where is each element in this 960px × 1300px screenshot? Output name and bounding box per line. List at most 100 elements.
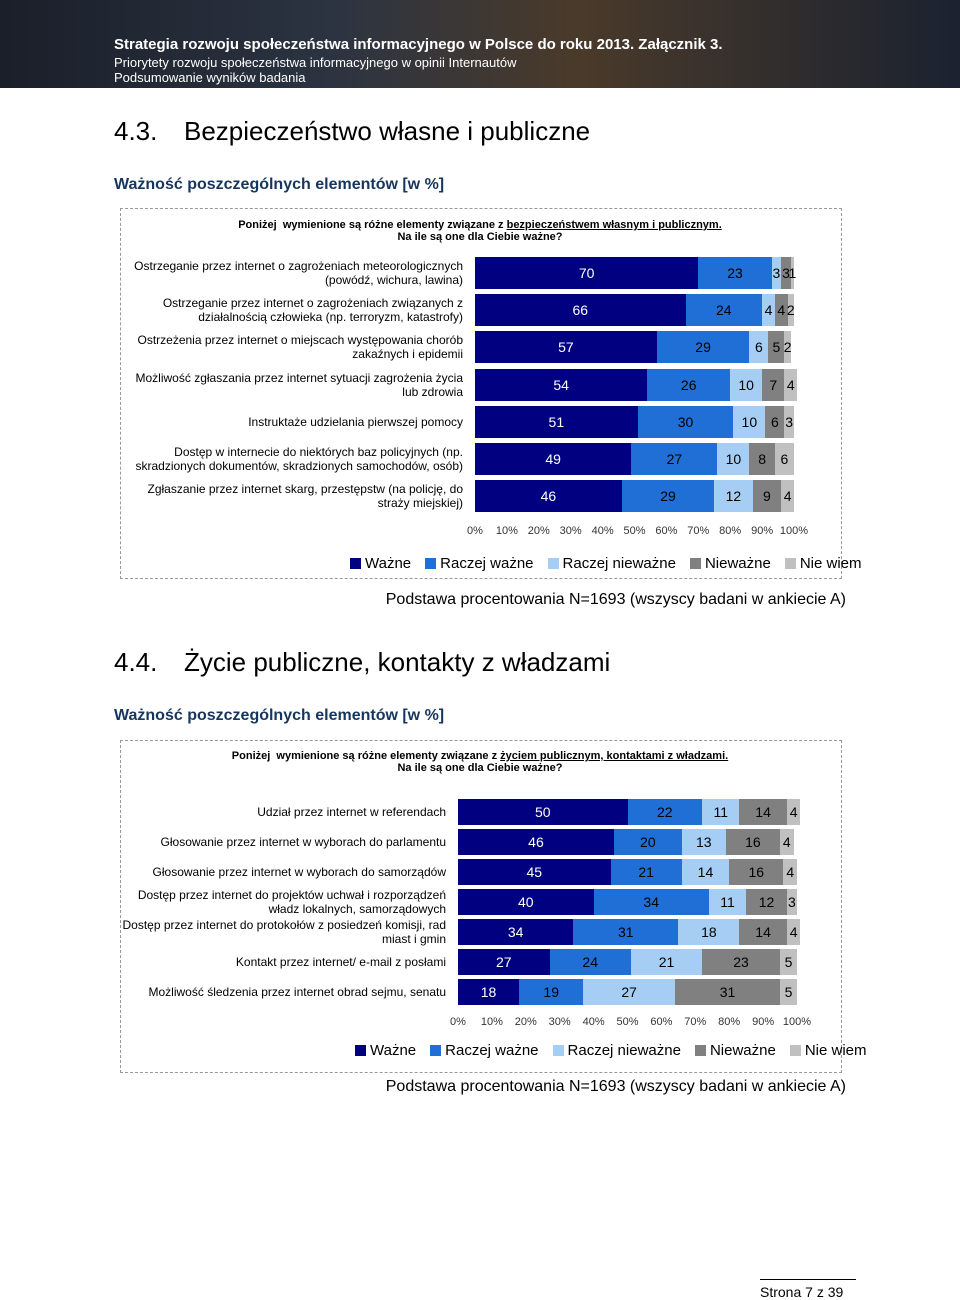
x-tick-label: 60% (655, 525, 678, 537)
value-label: 54 (553, 376, 569, 393)
category-label: Instruktaże udzielania pierwszej pomocy (248, 414, 463, 429)
bar-segment (458, 979, 520, 1005)
bar-segment (752, 480, 782, 513)
value-label: 27 (495, 954, 512, 970)
legend: Ważne Raczej ważne Raczej nieważne Nieważne… (345, 1042, 867, 1059)
bar-segment (708, 889, 747, 915)
value-label: 1 (788, 265, 797, 281)
value-label: 22 (656, 804, 673, 820)
category-label: Kontakt przez internet/ e-mail z posłami (235, 955, 446, 969)
value-label: 29 (695, 339, 711, 356)
value-label: 27 (621, 984, 637, 1000)
question: Poniżej wymienione są różne elementy zwi… (120, 750, 840, 774)
bar-segment (702, 799, 740, 825)
value-label: 3 (772, 265, 781, 281)
question-text: Na ile są one dla Ciebie ważne? (397, 231, 563, 243)
value-label: 18 (480, 984, 497, 1000)
value-label: 8 (758, 451, 766, 467)
value-label: 4 (764, 302, 773, 319)
question-lead: Poniżej wymienione są różne elementy zwi… (238, 219, 507, 231)
category-label: Ostrzeganie przez internet o zagrożeniac… (134, 259, 463, 287)
legend-label: Nie wiem (804, 1042, 867, 1059)
bar-segment (780, 979, 797, 1005)
category-label: Ostrzeżenia przez internet o miejscach w… (137, 333, 464, 362)
bar-segment (519, 979, 584, 1005)
value-label: 12 (758, 894, 775, 910)
value-label: 14 (697, 864, 714, 880)
bar-segment (786, 799, 801, 825)
x-tick-label: 20% (527, 525, 550, 537)
value-label: 13 (695, 834, 712, 850)
bar-segment (771, 257, 782, 289)
bar-segment (475, 405, 638, 438)
question-line: Poniżej wymienione są różne elementy zwi… (120, 219, 840, 231)
bar-segment (610, 859, 682, 885)
value-label: 20 (640, 834, 656, 850)
value-label: 57 (558, 339, 574, 356)
question-line: Poniżej wymienione są różne elementy zwi… (120, 750, 840, 762)
x-tick-label: 0% (467, 525, 483, 537)
bar-segment (613, 829, 682, 855)
bar-segment (475, 443, 632, 475)
bar-segment (637, 405, 734, 438)
value-label: 29 (660, 488, 676, 505)
value-label: 4 (789, 924, 798, 940)
bar-segment (784, 405, 794, 438)
value-label: 4 (783, 488, 792, 505)
x-tick-label: 40% (591, 525, 614, 537)
x-tick-label: 100% (782, 1016, 812, 1028)
category-label: Głosowanie przez internet w wyborach do … (160, 835, 446, 849)
value-label: 46 (540, 488, 557, 505)
value-label: 12 (725, 488, 742, 505)
bar-segment (781, 480, 794, 513)
header-subtitle: Priorytety rozwoju społeczeństwa informa… (114, 55, 517, 70)
legend-label: Raczej nieważne (562, 555, 676, 572)
x-tick-label: 10% (495, 525, 518, 537)
value-label: 3 (782, 265, 790, 281)
x-tick-label: 80% (718, 1016, 741, 1028)
value-label: 11 (713, 804, 728, 820)
legend-swatch (694, 1045, 706, 1056)
bar-segment (774, 443, 794, 475)
bar-segment (768, 331, 785, 364)
legend-swatch (355, 1045, 366, 1056)
bar-segment (681, 859, 730, 885)
value-label: 23 (733, 954, 749, 970)
base-note: Podstawa procentowania N=1693 (wszyscy b… (385, 1078, 846, 1095)
legend-label: Nie wiem (799, 555, 862, 572)
bar-segment (739, 919, 787, 945)
x-tick-label: 70% (684, 1016, 707, 1028)
legend-swatch (784, 558, 796, 569)
value-label: 34 (643, 894, 660, 910)
value-label: 7 (769, 376, 778, 393)
category-label: Dostęp przez internet do protokołów z po… (122, 918, 447, 946)
category-label: Możliwość zgłaszania przez internet sytu… (135, 370, 463, 399)
category-label: Możliwość śledzenia przez internet obrad… (148, 985, 446, 999)
value-label: 70 (578, 265, 595, 281)
bar-segment (583, 979, 675, 1005)
value-label: 27 (666, 451, 683, 467)
value-label: 16 (745, 834, 761, 850)
bar-segment (627, 799, 703, 825)
value-label: 21 (638, 864, 654, 880)
value-label: 2 (783, 339, 792, 356)
bar-segment (458, 949, 550, 975)
bar-segment (725, 829, 781, 855)
category-label: Dostęp w internecie do niektórych baz po… (135, 445, 463, 473)
category-label: Zgłaszanie przez internet skarg, przestę… (147, 482, 464, 511)
value-label: 66 (572, 302, 589, 319)
value-label: 4 (789, 804, 798, 820)
legend: Ważne Raczej ważne Raczej nieważne Nieważne… (340, 555, 862, 572)
bar-segment (656, 331, 750, 364)
legend-swatch (350, 558, 361, 569)
bar-segment (621, 480, 715, 513)
bar-segment (458, 799, 628, 825)
legend-label: Ważne (370, 1042, 417, 1059)
section-title: Bezpieczeństwo własne i publiczne (184, 116, 591, 146)
bar-segment (573, 919, 679, 945)
value-label: 21 (658, 954, 675, 970)
bar-segment (780, 829, 794, 855)
bar-segment (458, 919, 574, 945)
x-tick-label: 70% (687, 525, 710, 537)
question-topic: życiem publicznym, kontaktami z władzami… (500, 750, 729, 762)
